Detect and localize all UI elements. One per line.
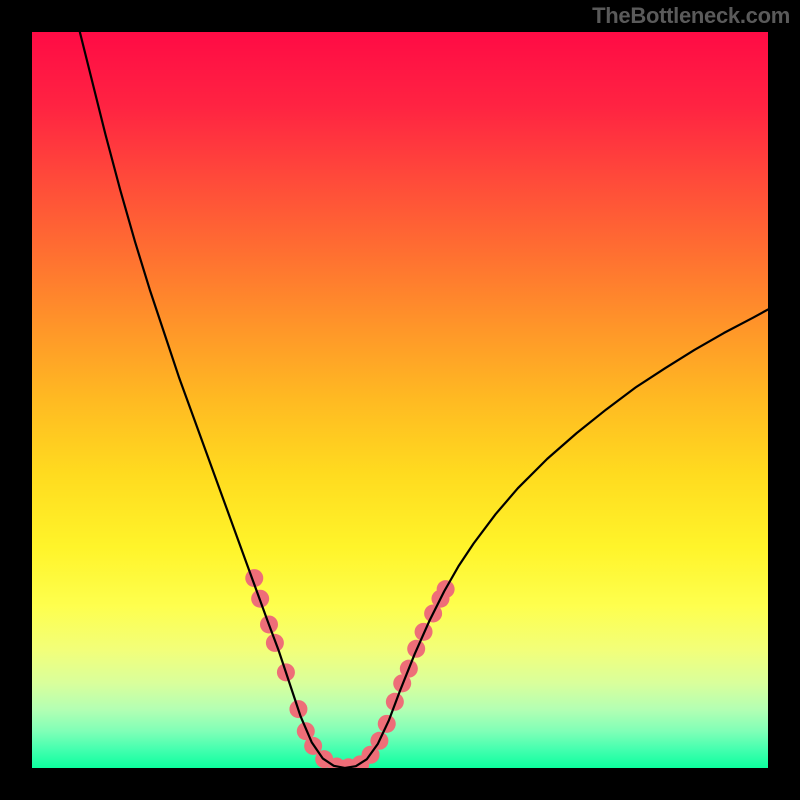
watermark-text: TheBottleneck.com [592, 3, 790, 29]
chart-container: TheBottleneck.com [0, 0, 800, 800]
bottleneck-chart-svg [0, 0, 800, 800]
plot-background [32, 32, 768, 768]
